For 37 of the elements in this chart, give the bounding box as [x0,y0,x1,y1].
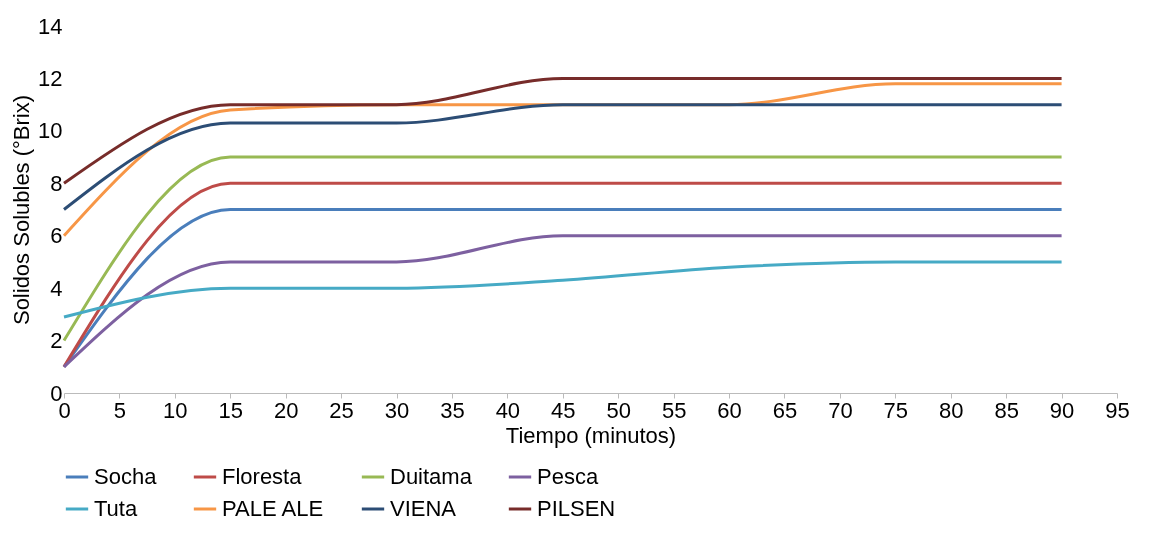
x-tick-label: 15 [218,397,244,423]
x-tick-label: 55 [661,397,687,423]
legend-label: VIENA [390,496,457,521]
x-tick-label: 80 [938,397,964,423]
y-tick-label: 8 [50,170,63,196]
x-tick-label: 75 [883,397,909,423]
legend-label: Floresta [222,464,303,489]
legend-label: Duitama [390,464,473,489]
x-axis-title: Tiempo (minutos) [505,422,677,448]
x-tick-label: 60 [717,397,742,423]
x-tick-label: 70 [828,397,853,423]
x-tick-label: 95 [1105,397,1130,423]
y-axis-title: Solidos Solubles (°Brix) [9,94,35,326]
y-tick-label: 2 [50,328,63,354]
x-tick-label: 90 [1049,397,1075,423]
x-tick-label: 35 [440,397,465,423]
legend-label: PILSEN [537,496,616,521]
x-tick-label: 85 [994,397,1019,423]
x-tick-label: 65 [772,397,798,423]
legend-label: Tuta [94,496,138,521]
legend-label: Socha [94,464,158,489]
y-tick-label: 6 [50,223,63,249]
y-tick-label: 10 [38,118,63,144]
legend-label: PALE ALE [222,496,324,521]
x-tick-label: 5 [113,397,127,423]
line-series [62,260,1064,319]
x-tick-label: 50 [606,397,631,423]
x-tick-label: 10 [163,397,188,423]
legend-label: Pesca [537,464,599,489]
y-tick-label: 4 [50,275,63,301]
x-tick-label: 25 [329,397,354,423]
x-tick-label: 30 [384,397,410,423]
x-tick-label: 40 [495,397,521,423]
y-tick-label: 12 [38,65,63,91]
y-tick-label: 14 [38,13,63,39]
x-tick-label: 20 [273,397,299,423]
x-tick-label: 45 [551,397,576,423]
